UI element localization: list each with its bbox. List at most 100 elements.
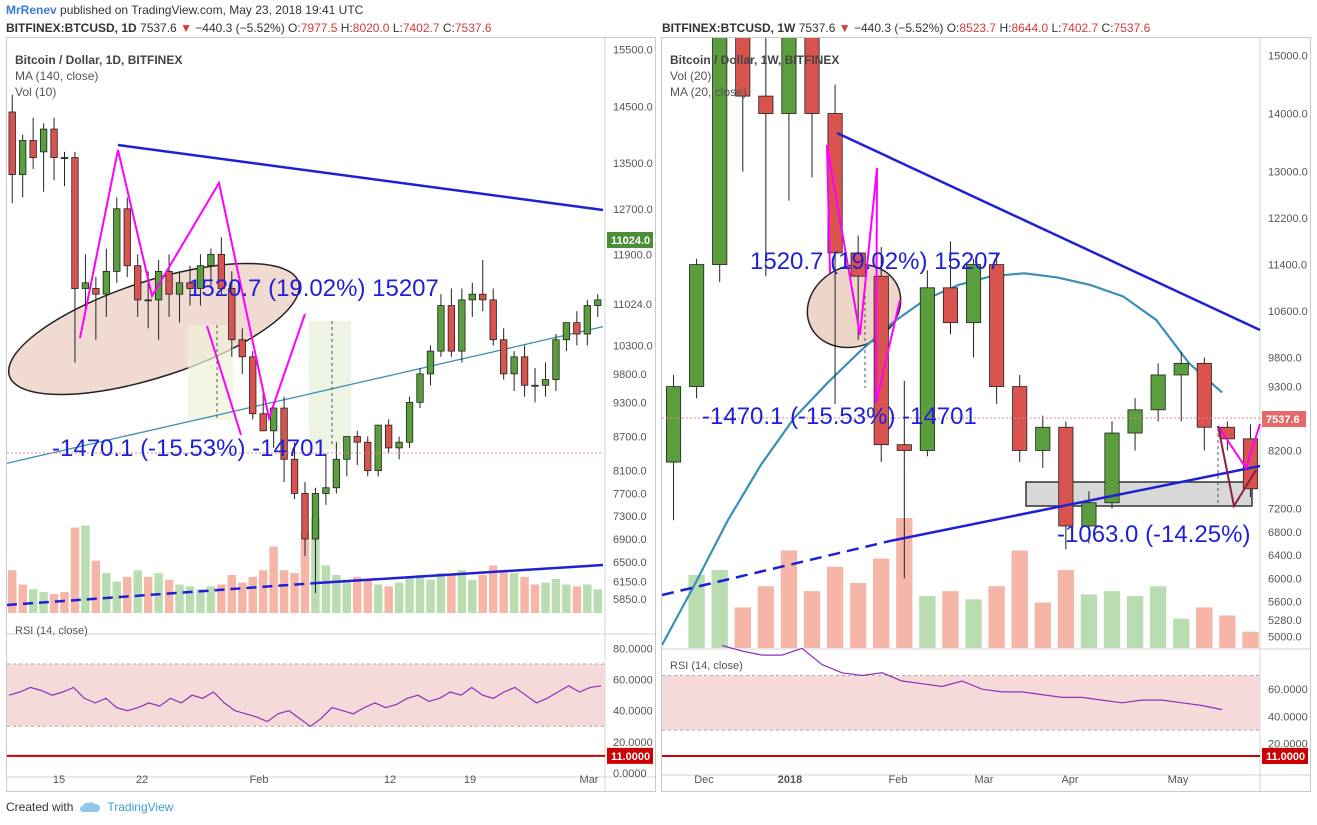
ratio-annotation-down: -1470.1 (-15.53%) -14701: [52, 435, 327, 462]
price-tick-label: 9300.0: [1268, 382, 1302, 394]
candle-body: [850, 252, 866, 277]
projection-arrow: [1217, 423, 1261, 471]
volume-bar: [279, 570, 289, 613]
volume-bar: [248, 576, 257, 613]
candle-body: [50, 128, 58, 158]
support-trendline-dashed: [662, 539, 891, 597]
volume-bar: [488, 565, 498, 613]
moving-average-line: [662, 272, 1223, 646]
candle-body: [1058, 426, 1074, 527]
candle-body: [541, 379, 550, 386]
h-label: H:: [999, 21, 1012, 35]
volume-bar: [227, 575, 237, 613]
price-tick-label: 15000.0: [1268, 50, 1308, 62]
ratio-annotation-up: 1520.7 (19.02%) 15207: [750, 248, 1001, 275]
candle-body: [520, 356, 529, 386]
candle-body: [1104, 432, 1120, 504]
price-tick-label: 9800.0: [1268, 353, 1302, 365]
right-high: 8644.0: [1011, 21, 1049, 35]
right-symbol-line: BITFINEX:BTCUSD, 1W 7537.6 ▼ −440.3 (−5.…: [662, 21, 1150, 35]
left-price: 7537.6: [140, 21, 177, 35]
volume-bar: [290, 573, 299, 613]
candle-body: [364, 441, 372, 472]
right-price: 7537.6: [798, 21, 836, 35]
price-tick-label: 11400.0: [1268, 260, 1307, 272]
price-tick-label: 8100.0: [613, 466, 647, 478]
left-open: 7977.5: [300, 21, 338, 35]
volume-bar: [70, 527, 80, 613]
daily-chart-panel[interactable]: 15500.0 14500.0 13500.0 12700.0 11900.0 11024…: [6, 37, 656, 792]
volume-bar: [988, 586, 1005, 648]
candle-body: [175, 282, 184, 295]
volume-bar: [873, 558, 890, 648]
candle-body: [712, 38, 728, 265]
rsi-tick-label: 40.0000: [1268, 711, 1308, 723]
tradingview-link[interactable]: TradingView: [107, 800, 174, 814]
volume-bar: [426, 579, 435, 613]
volume-bar: [1196, 607, 1213, 648]
candle-body: [758, 95, 774, 114]
volume-bar: [509, 573, 519, 613]
candle-body: [71, 157, 79, 289]
volume-bar: [436, 573, 446, 613]
time-tick-label: May: [1168, 774, 1189, 786]
c-label: C:: [1101, 21, 1114, 35]
weekly-chart-svg[interactable]: 15000.0 14000.0 13000.0 12200.0 11400.0 10600…: [662, 38, 1310, 791]
price-tick-label: 6000.0: [1268, 573, 1302, 585]
price-tick-label: 11900.0: [613, 249, 652, 261]
volume-bar: [593, 589, 603, 613]
candle-body: [395, 441, 403, 449]
candle-body: [405, 401, 414, 443]
candle-body: [781, 38, 797, 114]
candle-body: [804, 38, 820, 114]
current-price-tag-label: 7537.6: [1266, 414, 1300, 426]
c-label: C:: [442, 21, 455, 35]
projection-path: [79, 149, 306, 422]
candle-body: [1196, 362, 1212, 428]
author-link[interactable]: MrRenev: [6, 3, 57, 17]
volume-bar: [217, 584, 226, 613]
candle-body: [269, 407, 278, 432]
daily-chart-svg[interactable]: 15500.0 14500.0 13500.0 12700.0 11900.0 11024…: [7, 38, 655, 791]
volume-bar: [1011, 550, 1028, 648]
right-low: 7402.7: [1061, 21, 1099, 35]
volume-bar: [1034, 602, 1051, 648]
price-tick-label: 11024.0: [613, 299, 652, 311]
o-label: O:: [288, 21, 301, 35]
left-close: 7537.6: [454, 21, 492, 35]
price-tick-label: 12700.0: [613, 204, 653, 216]
projection-path: [826, 144, 901, 404]
candle-body: [322, 487, 330, 494]
volume-bar: [123, 576, 132, 613]
candle-body: [479, 293, 487, 301]
candle-body: [228, 288, 236, 341]
volume-bar: [91, 560, 101, 613]
candle-body: [144, 299, 152, 302]
candle-body: [39, 128, 48, 153]
price-tick-label: 15500.0: [613, 44, 653, 56]
candle-body: [249, 356, 257, 415]
candle-body: [280, 407, 288, 460]
price-tick-label: 5000.0: [1268, 631, 1302, 643]
volume-bar: [1219, 615, 1236, 648]
volume-bar: [688, 574, 705, 648]
volume-bar: [530, 584, 540, 613]
left-symbol-line: BITFINEX:BTCUSD, 1D 7537.6 ▼ −440.3 (−5.…: [6, 21, 492, 35]
candle-body: [113, 208, 121, 272]
volume-bar: [28, 589, 38, 613]
weekly-chart-panel[interactable]: 15000.0 14000.0 13000.0 12200.0 11400.0 10600…: [661, 37, 1311, 792]
rsi-level-tag: [607, 747, 653, 764]
volume-bar: [394, 582, 404, 613]
volume-bar: [238, 582, 247, 613]
volume-bar: [583, 584, 592, 613]
candle-body: [562, 322, 571, 341]
volume-bar: [562, 584, 571, 613]
candle-body: [123, 208, 131, 267]
candle-body: [531, 384, 539, 387]
volume-bar: [1173, 618, 1190, 648]
volume-bar: [373, 584, 383, 613]
price-tick-label: 14000.0: [1268, 109, 1308, 121]
daily-legend-ma: MA (140, close): [15, 69, 99, 83]
price-tick-label: 8700.0: [613, 432, 647, 444]
volume-bar: [520, 576, 529, 613]
